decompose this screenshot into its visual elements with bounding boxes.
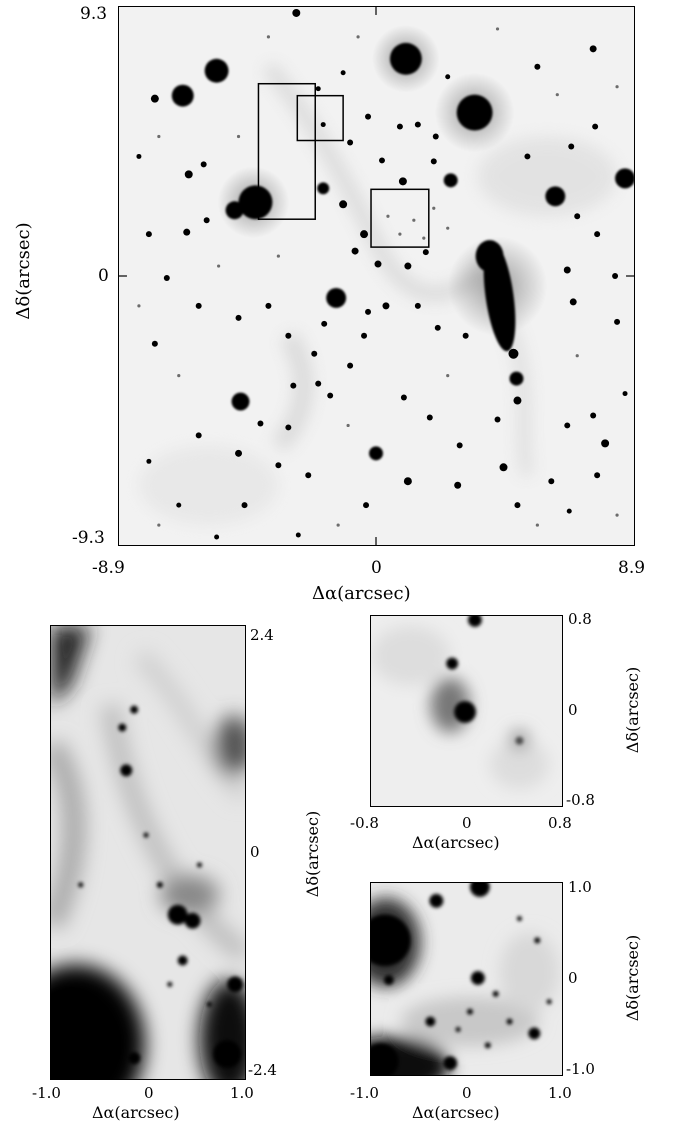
star (369, 446, 383, 461)
star (227, 976, 244, 993)
top-right-zoom-image (371, 616, 550, 790)
star (167, 904, 188, 925)
zoom-box-bottom-right (370, 188, 430, 248)
star (470, 971, 485, 985)
main-y-tick-mid: 0 (98, 266, 109, 286)
tr-y-tick-top: 0.8 (568, 610, 592, 628)
left-y-axis-label: Δδ(arcsec) (303, 810, 322, 898)
star (446, 657, 459, 670)
star (615, 168, 634, 189)
star (51, 987, 113, 1072)
main-x-tick-right: 8.9 (618, 558, 646, 578)
left-y-tick-top: 2.4 (250, 626, 274, 644)
top-right-zoom-panel (370, 615, 563, 807)
star (443, 173, 458, 188)
star (456, 94, 493, 131)
star (171, 84, 194, 107)
br-y-tick-bottom: -1.0 (566, 1060, 595, 1078)
star (429, 893, 444, 908)
left-y-tick-mid: 0 (250, 843, 260, 861)
br-x-axis-label: Δα(arcsec) (412, 1103, 500, 1122)
main-y-tick-bottom: -9.3 (72, 528, 105, 548)
star (528, 1027, 541, 1040)
left-y-tick-bottom: -2.4 (248, 1061, 277, 1079)
main-y-tick-top: 9.3 (80, 4, 108, 24)
star (184, 912, 201, 929)
main-x-tick-mid: 0 (371, 558, 382, 578)
left-x-tick-mid: 0 (144, 1084, 154, 1102)
tr-x-axis-label: Δα(arcsec) (412, 833, 500, 852)
left-zoom-panel (50, 625, 246, 1080)
star (118, 723, 127, 732)
zoom-box-left (257, 82, 316, 220)
star (177, 955, 188, 966)
tr-y-tick-bottom: -0.8 (566, 791, 595, 809)
tr-y-axis-label: Δδ(arcsec) (623, 666, 642, 754)
star (509, 371, 524, 386)
star (130, 705, 139, 714)
main-image-panel (118, 6, 635, 546)
main-x-tick-left: -8.9 (92, 558, 125, 578)
star (120, 764, 133, 777)
star (469, 883, 490, 897)
br-y-axis-label: Δδ(arcsec) (623, 934, 642, 1022)
br-x-tick-right: 1.0 (548, 1084, 572, 1102)
main-x-axis-label: Δα(arcsec) (312, 583, 411, 604)
star (326, 287, 347, 308)
star (225, 201, 244, 220)
left-zoom-image (51, 626, 245, 1079)
star (317, 182, 330, 195)
star (128, 1052, 141, 1065)
star (467, 616, 482, 627)
star (389, 42, 422, 75)
br-y-tick-mid: 0 (568, 969, 578, 987)
star (213, 1040, 242, 1069)
star (371, 1043, 399, 1075)
star (109, 1041, 120, 1052)
star (454, 701, 476, 723)
star (383, 975, 394, 985)
star (238, 185, 273, 220)
star (204, 58, 229, 83)
star (443, 1056, 458, 1071)
tr-x-tick-mid: 0 (462, 814, 472, 832)
br-x-tick-left: -1.0 (350, 1084, 379, 1102)
br-x-tick-mid: 0 (462, 1084, 472, 1102)
tr-y-tick-mid: 0 (568, 701, 578, 719)
tr-x-tick-left: -0.8 (350, 814, 379, 832)
zoom-box-top-right (296, 94, 344, 142)
tr-x-tick-right: 0.8 (548, 814, 572, 832)
main-star-field (119, 7, 634, 545)
bottom-right-zoom-panel (370, 882, 563, 1076)
star (371, 914, 411, 967)
br-y-tick-top: 1.0 (568, 878, 592, 896)
bottom-right-zoom-image (371, 883, 560, 1075)
star (425, 1016, 436, 1027)
star (231, 392, 250, 411)
star (515, 736, 524, 745)
left-x-tick-left: -1.0 (32, 1084, 61, 1102)
bright-elongated-source (475, 240, 504, 273)
star (545, 186, 566, 207)
left-x-tick-right: 1.0 (230, 1084, 254, 1102)
main-y-axis-label: Δδ(arcsec) (13, 222, 34, 320)
left-x-axis-label: Δα(arcsec) (92, 1103, 180, 1122)
